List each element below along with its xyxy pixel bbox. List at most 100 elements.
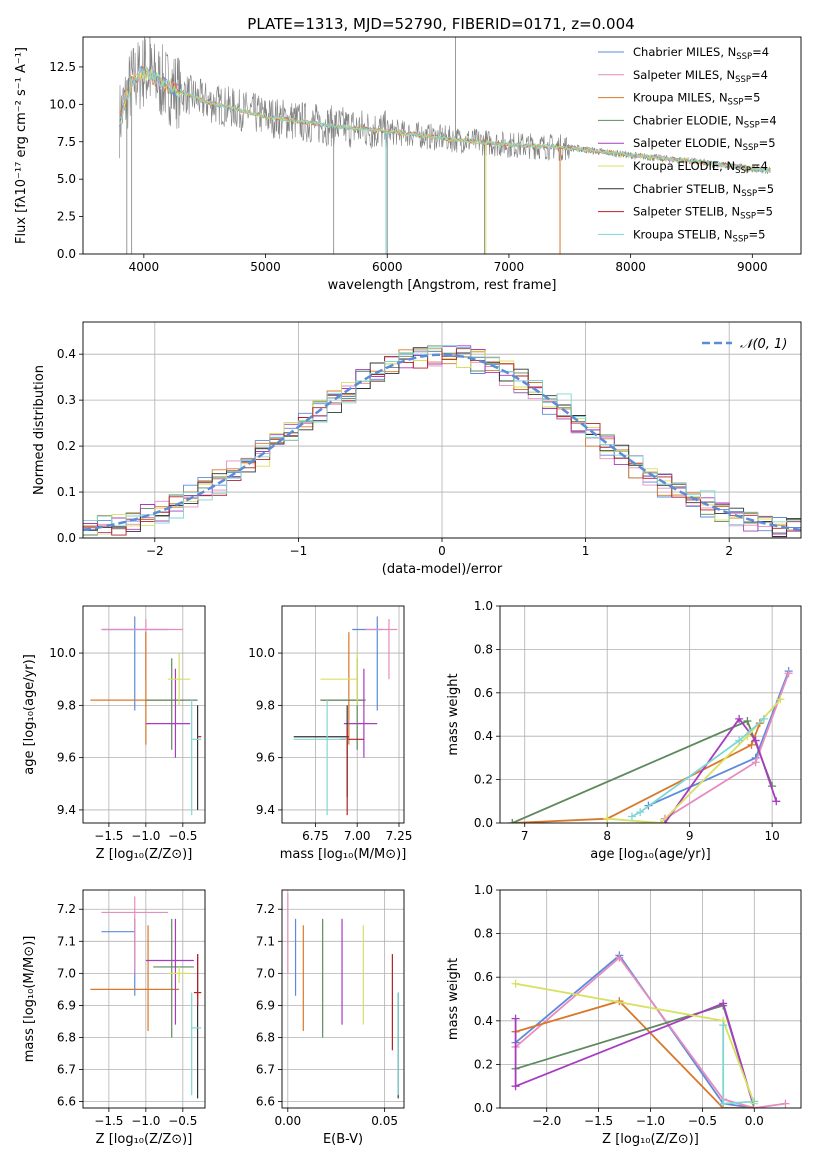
weight-marker-kroupa_stelib — [750, 1097, 759, 1106]
y-tick-label: 7.5 — [57, 135, 76, 149]
axes-frame — [499, 889, 802, 1109]
y-tick-label: 6.7 — [256, 1063, 275, 1077]
legend-label: Salpeter ELODIE, NSSP=5 — [633, 136, 776, 153]
axes-frame — [82, 36, 802, 255]
weight-marker-kroupa_stelib — [719, 1021, 728, 1030]
legend-label: Chabrier MILES, NSSP=4 — [633, 45, 769, 62]
y-tick-label: 0.8 — [474, 927, 493, 941]
x-tick-label: 1 — [582, 544, 590, 558]
legend-label: Kroupa ELODIE, NSSP=4 — [633, 159, 768, 176]
x-tick-label: 7 — [521, 829, 529, 843]
normal-curve — [83, 353, 801, 532]
age_vs_mass-plot-area — [293, 616, 398, 816]
x-tick-label: 0 — [438, 544, 446, 558]
y-tick-label: 0.8 — [474, 642, 493, 656]
legend-label: Chabrier ELODIE, NSSP=4 — [633, 113, 777, 130]
x-tick-label: 7.25 — [386, 829, 413, 843]
weight-marker-salpeter_elodie — [751, 736, 760, 745]
x-axis-label: E(B-V) — [323, 1132, 363, 1147]
legend-label: Salpeter MILES, NSSP=4 — [633, 68, 768, 85]
spectrum-legend: Chabrier MILES, NSSP=4 Salpeter MILES, NS… — [598, 45, 777, 244]
weight_vs_z-panel: −2.0 −1.5 −1.0 −0.5 0.0 0.0 0.2 0.4 0.6 0.8 1.0 Z [… — [446, 883, 802, 1147]
weight-marker-chabrier_elodie — [508, 819, 517, 823]
weight-marker-salpeter_miles — [615, 953, 624, 962]
spectrum-panel: 4000 5000 6000 7000 8000 9000 0.0 2.5 5.0 7.5 10.0… — [14, 36, 802, 293]
y-tick-label: 5.0 — [57, 172, 76, 186]
y-axis-label: Normed distribution — [32, 365, 47, 495]
x-tick-label: −1.5 — [94, 1114, 123, 1128]
y-tick-label: 9.8 — [57, 698, 76, 712]
weight-marker-chabrier_elodie — [743, 717, 752, 726]
x-tick-label: −0.5 — [168, 829, 197, 843]
axes-frame — [82, 605, 206, 824]
weight-line-salpeter_elodie — [664, 717, 778, 823]
legend-label: Chabrier STELIB, NSSP=5 — [633, 182, 774, 199]
axes-frame — [82, 889, 206, 1109]
y-tick-label: 6.9 — [256, 998, 275, 1012]
mass_vs_z-plot-area — [90, 896, 202, 1099]
x-tick-label: 10 — [764, 829, 779, 843]
x-tick-label: 7.00 — [344, 829, 371, 843]
legend-label: Kroupa MILES, NSSP=5 — [633, 91, 760, 108]
weight-marker-salpeter_elodie — [772, 797, 781, 806]
x-axis-label: Z [log₁₀(Z/Z⊙)] — [96, 1132, 193, 1147]
model-line-kroupa_elodie — [119, 68, 771, 173]
y-tick-label: 0.6 — [474, 970, 493, 984]
x-tick-label: 0.05 — [371, 1114, 398, 1128]
y-tick-label: 0.4 — [474, 1014, 493, 1028]
y-tick-label: 2.5 — [57, 210, 76, 224]
age_vs_mass-panel: 6.75 7.00 7.25 9.4 9.6 9.8 10.0 mass [log₁₀(M/M… — [248, 605, 413, 862]
y-tick-label: 0.0 — [474, 1101, 493, 1115]
x-tick-label: 4000 — [129, 260, 160, 274]
histogram-salpeter_stelib — [83, 347, 801, 536]
x-tick-label: −1.0 — [131, 1114, 160, 1128]
y-tick-label: 9.4 — [57, 803, 76, 817]
x-tick-label: −0.5 — [688, 1114, 717, 1128]
panels: 4000 5000 6000 7000 8000 90000.02.55.07.510.0… — [14, 36, 802, 1147]
x-axis-label: age [log₁₀(age/yr)] — [590, 847, 711, 862]
y-tick-label: 0.3 — [57, 393, 76, 407]
histogram-kroupa_stelib — [83, 345, 801, 527]
x-axis-label: wavelength [Angstrom, rest frame] — [328, 278, 557, 293]
x-tick-label: −1.5 — [584, 1114, 613, 1128]
y-tick-label: 9.6 — [57, 751, 76, 765]
y-tick-label: 7.2 — [256, 902, 275, 916]
x-tick-label: −1.5 — [94, 829, 123, 843]
y-tick-label: 10.0 — [49, 97, 76, 111]
x-tick-label: 8 — [603, 829, 611, 843]
y-tick-label: 1.0 — [474, 883, 493, 897]
x-tick-label: −1.0 — [636, 1114, 665, 1128]
weight_vs_age-plot-area — [508, 667, 793, 823]
legend-label-normal: 𝒩(0, 1) — [740, 337, 787, 352]
y-axis-label: mass weight — [446, 673, 461, 755]
x-axis-label: mass [log₁₀(M/M⊙)] — [280, 847, 407, 862]
age_vs_z-plot-area — [90, 616, 202, 816]
x-tick-label: 2 — [725, 544, 733, 558]
y-tick-label: 0.0 — [57, 247, 76, 261]
y-tick-label: 0.1 — [57, 485, 76, 499]
spectrum-plot-area — [119, 37, 771, 254]
y-tick-label: 6.9 — [57, 998, 76, 1012]
y-tick-label: 9.8 — [256, 698, 275, 712]
model-line-kroupa_stelib — [119, 65, 771, 174]
mass_vs_z-panel: −1.5 −1.0 −0.5 6.6 6.7 6.8 6.9 7.0 7.1 7.2 Z [log₁… — [22, 889, 206, 1147]
axes-frame — [82, 321, 802, 539]
y-tick-label: 12.5 — [49, 60, 76, 74]
weight-marker-kroupa_miles — [747, 740, 756, 749]
weight_vs_age-panel: 7 8 9 10 0.0 0.2 0.4 0.6 0.8 1.0 age [log₁₀(age/yr… — [446, 599, 802, 862]
y-tick-label: 7.1 — [57, 934, 76, 948]
mass_vs_ebv-plot-area — [287, 893, 399, 1099]
x-axis-label: Z [log₁₀(Z/Z⊙)] — [96, 847, 193, 862]
x-tick-label: 7000 — [494, 260, 525, 274]
axes-frame — [499, 605, 802, 824]
weight-line-kroupa_stelib — [631, 718, 765, 818]
y-tick-label: 1.0 — [474, 599, 493, 613]
y-tick-label: 6.7 — [57, 1063, 76, 1077]
y-axis-label: mass weight — [446, 958, 461, 1040]
axes-frame — [281, 889, 405, 1109]
y-tick-label: 7.0 — [57, 966, 76, 980]
y-tick-label: 6.6 — [57, 1095, 76, 1109]
weight-line-kroupa_miles — [512, 722, 761, 823]
